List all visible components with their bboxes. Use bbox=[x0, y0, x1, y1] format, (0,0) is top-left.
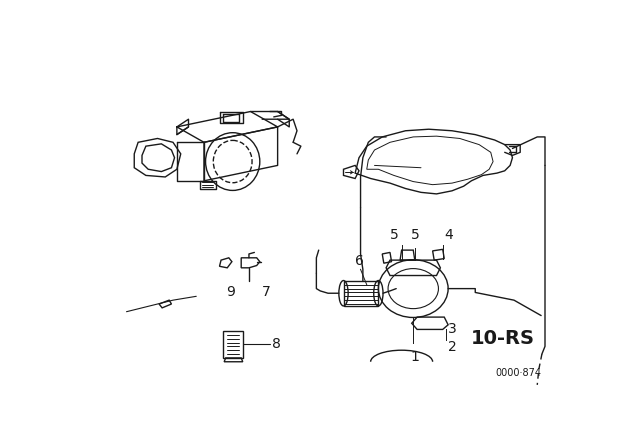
Text: 6: 6 bbox=[355, 254, 364, 268]
Text: 5: 5 bbox=[412, 228, 420, 242]
Text: 4: 4 bbox=[444, 228, 453, 242]
Text: 8: 8 bbox=[272, 337, 281, 351]
Text: 7: 7 bbox=[262, 285, 271, 299]
Text: 10-RS: 10-RS bbox=[470, 329, 534, 348]
Text: 3: 3 bbox=[448, 323, 457, 336]
Text: 2: 2 bbox=[448, 340, 457, 354]
Text: 0000·874: 0000·874 bbox=[495, 368, 541, 378]
Text: 9: 9 bbox=[226, 285, 235, 299]
Text: 5: 5 bbox=[390, 228, 398, 242]
Text: 1: 1 bbox=[410, 350, 419, 364]
